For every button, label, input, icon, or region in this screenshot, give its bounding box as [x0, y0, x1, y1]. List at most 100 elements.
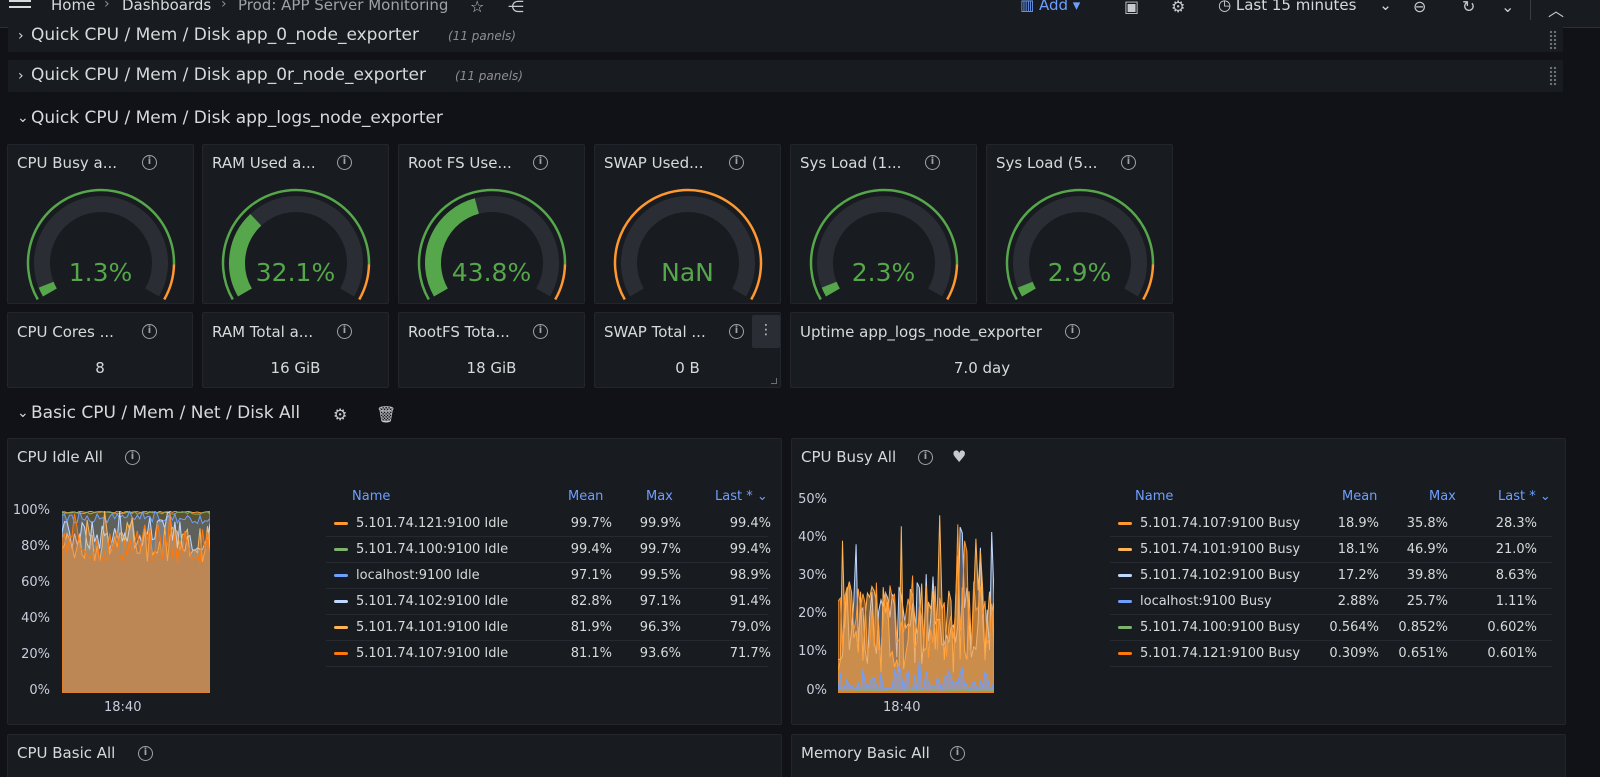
resize-handle[interactable]: [771, 378, 777, 384]
save-icon[interactable]: ▣: [1124, 0, 1140, 16]
stat-panel-swap-total[interactable]: SWAP Total ... i 0 B: [594, 312, 781, 388]
legend-header-name[interactable]: Name: [1135, 489, 1174, 504]
star-icon[interactable]: ☆: [470, 0, 485, 16]
info-icon[interactable]: i: [1065, 324, 1080, 339]
legend-series-name[interactable]: 5.101.74.102:9100 Busy: [1140, 568, 1301, 583]
info-icon[interactable]: i: [950, 746, 965, 761]
legend-header-name[interactable]: Name: [352, 489, 391, 504]
info-icon[interactable]: i: [142, 155, 157, 170]
legend-header-mean[interactable]: Mean: [568, 489, 604, 504]
more-vertical-icon: ⋮: [759, 322, 773, 338]
panel-menu-button[interactable]: ⋮: [752, 315, 780, 348]
trash-icon[interactable]: 🗑: [376, 405, 397, 424]
legend-header-max[interactable]: Max: [1429, 489, 1456, 504]
drag-handle-icon[interactable]: [1549, 30, 1557, 50]
legend-row[interactable]: 5.101.74.101:9100 Idle 81.9% 96.3% 79.0%: [326, 615, 771, 641]
cpu-idle-graph[interactable]: [62, 511, 210, 693]
zoom-out-icon[interactable]: ⊖: [1413, 0, 1427, 16]
info-icon[interactable]: i: [925, 155, 940, 170]
legend-header-mean[interactable]: Mean: [1342, 489, 1378, 504]
legend-series-name[interactable]: 5.101.74.101:9100 Idle: [356, 620, 509, 635]
refresh-interval-chevron-icon[interactable]: ⌄: [1501, 0, 1515, 16]
stat-panel-uptime[interactable]: Uptime app_logs_node_exporter i 7.0 day: [790, 312, 1174, 388]
legend-row[interactable]: localhost:9100 Idle 97.1% 99.5% 98.9%: [326, 563, 771, 589]
legend-max-value: 99.5%: [639, 568, 681, 583]
row-title[interactable]: Quick CPU / Mem / Disk app_0r_node_expor…: [31, 65, 426, 85]
cpu-busy-graph[interactable]: [838, 499, 994, 693]
legend-row[interactable]: 5.101.74.100:9100 Busy 0.564% 0.852% 0.602%: [1110, 615, 1552, 641]
legend-row[interactable]: 5.101.74.102:9100 Busy 17.2% 39.8% 8.63%: [1110, 563, 1552, 589]
gauge-panel[interactable]: RAM Used a... i 32.1%: [202, 144, 389, 304]
share-icon[interactable]: ⋲: [508, 0, 524, 16]
legend-row[interactable]: 5.101.74.107:9100 Busy 18.9% 35.8% 28.3%: [1110, 511, 1552, 537]
timeseries-panel-cpu-idle[interactable]: CPU Idle All i 100% 80% 60% 40% 20% 0% 1…: [7, 438, 782, 725]
panel-title: CPU Basic All: [17, 744, 116, 762]
timeseries-panel-cpu-busy[interactable]: CPU Busy All i ♥ 50% 40% 30% 20% 10% 0% …: [791, 438, 1566, 725]
legend-series-name[interactable]: 5.101.74.101:9100 Busy: [1140, 542, 1301, 557]
stat-panel-ram-total[interactable]: RAM Total a... i 16 GiB: [202, 312, 389, 388]
legend-header-last[interactable]: Last * ⌄: [1498, 489, 1551, 504]
row-app-0-node-exporter[interactable]: › Quick CPU / Mem / Disk app_0_node_expo…: [8, 24, 1563, 52]
info-icon[interactable]: i: [729, 324, 744, 339]
gauge-value: 43.8%: [451, 258, 532, 287]
row-app-0r-node-exporter[interactable]: › Quick CPU / Mem / Disk app_0r_node_exp…: [8, 60, 1563, 92]
row-title-app-logs-node-exporter[interactable]: Quick CPU / Mem / Disk app_logs_node_exp…: [31, 108, 443, 128]
info-icon[interactable]: i: [729, 155, 744, 170]
chevron-down-icon[interactable]: ⌄: [17, 110, 29, 126]
menu-icon[interactable]: [9, 0, 33, 14]
gear-icon[interactable]: ⚙: [1171, 0, 1186, 16]
timeseries-panel-memory-basic[interactable]: Memory Basic All i: [791, 734, 1566, 777]
time-range-picker[interactable]: ◷ Last 15 minutes ⌄: [1218, 0, 1392, 14]
info-icon[interactable]: i: [533, 155, 548, 170]
gauge-value: 1.3%: [68, 258, 133, 287]
legend-row[interactable]: 5.101.74.121:9100 Idle 99.7% 99.9% 99.4%: [326, 511, 771, 537]
refresh-icon[interactable]: ↻: [1462, 0, 1476, 16]
info-icon[interactable]: i: [533, 324, 548, 339]
legend-row[interactable]: 5.101.74.107:9100 Idle 81.1% 93.6% 71.7%: [326, 641, 771, 667]
legend-series-name[interactable]: 5.101.74.102:9100 Idle: [356, 594, 509, 609]
legend-series-name[interactable]: 5.101.74.107:9100 Idle: [356, 646, 509, 661]
legend-series-name[interactable]: 5.101.74.100:9100 Idle: [356, 542, 509, 557]
info-icon[interactable]: i: [337, 324, 352, 339]
breadcrumb-home[interactable]: Home: [51, 0, 96, 14]
info-icon[interactable]: i: [125, 450, 140, 465]
gauge-panel[interactable]: SWAP Used... i NaN: [594, 144, 781, 304]
info-icon[interactable]: i: [138, 746, 153, 761]
gauge-threshold: [613, 188, 763, 301]
legend-series-name[interactable]: localhost:9100 Idle: [356, 568, 480, 583]
gauge-panel[interactable]: CPU Busy a... i 1.3%: [7, 144, 194, 304]
legend-series-name[interactable]: 5.101.74.100:9100 Busy: [1140, 620, 1301, 635]
legend-series-name[interactable]: localhost:9100 Busy: [1140, 594, 1272, 609]
info-icon[interactable]: i: [918, 450, 933, 465]
legend-row[interactable]: 5.101.74.102:9100 Idle 82.8% 97.1% 91.4%: [326, 589, 771, 615]
series-color-swatch: [334, 522, 348, 525]
info-icon[interactable]: i: [337, 155, 352, 170]
legend-series-name[interactable]: 5.101.74.121:9100 Busy: [1140, 646, 1301, 661]
legend-row[interactable]: 5.101.74.121:9100 Busy 0.309% 0.651% 0.601%: [1110, 641, 1552, 667]
stat-panel-cpu-cores[interactable]: CPU Cores ... i 8: [7, 312, 193, 388]
add-button[interactable]: ▥ Add ▾: [1020, 0, 1080, 14]
legend-series-name[interactable]: 5.101.74.107:9100 Busy: [1140, 516, 1301, 531]
info-icon[interactable]: i: [142, 324, 157, 339]
legend-row[interactable]: 5.101.74.101:9100 Busy 18.1% 46.9% 21.0%: [1110, 537, 1552, 563]
legend-row[interactable]: localhost:9100 Busy 2.88% 25.7% 1.11%: [1110, 589, 1552, 615]
collapse-icon[interactable]: ︿: [1548, 1, 1565, 20]
legend-header-max[interactable]: Max: [646, 489, 673, 504]
chevron-down-icon[interactable]: ⌄: [17, 405, 29, 421]
row-title[interactable]: Quick CPU / Mem / Disk app_0_node_export…: [31, 25, 419, 45]
legend-header-last[interactable]: Last * ⌄: [715, 489, 768, 504]
drag-handle-icon[interactable]: [1549, 66, 1557, 86]
legend-series-name[interactable]: 5.101.74.121:9100 Idle: [356, 516, 509, 531]
gauge-panel[interactable]: Sys Load (1... i 2.3%: [790, 144, 977, 304]
panel-title: Sys Load (1...: [800, 154, 902, 172]
gauge-panel[interactable]: Root FS Use... i 43.8%: [398, 144, 585, 304]
info-icon[interactable]: i: [1121, 155, 1136, 170]
legend-row[interactable]: 5.101.74.100:9100 Idle 99.4% 99.7% 99.4%: [326, 537, 771, 563]
breadcrumb-dashboards[interactable]: Dashboards: [122, 0, 212, 14]
gauge-panel[interactable]: Sys Load (5... i 2.9%: [986, 144, 1173, 304]
timeseries-panel-cpu-basic[interactable]: CPU Basic All i: [7, 734, 782, 777]
stat-panel-rootfs-total[interactable]: RootFS Tota... i 18 GiB: [398, 312, 585, 388]
gear-icon[interactable]: ⚙: [333, 405, 348, 424]
gauge-track: [1013, 196, 1147, 297]
row-title-basic-all[interactable]: Basic CPU / Mem / Net / Disk All: [31, 403, 301, 423]
